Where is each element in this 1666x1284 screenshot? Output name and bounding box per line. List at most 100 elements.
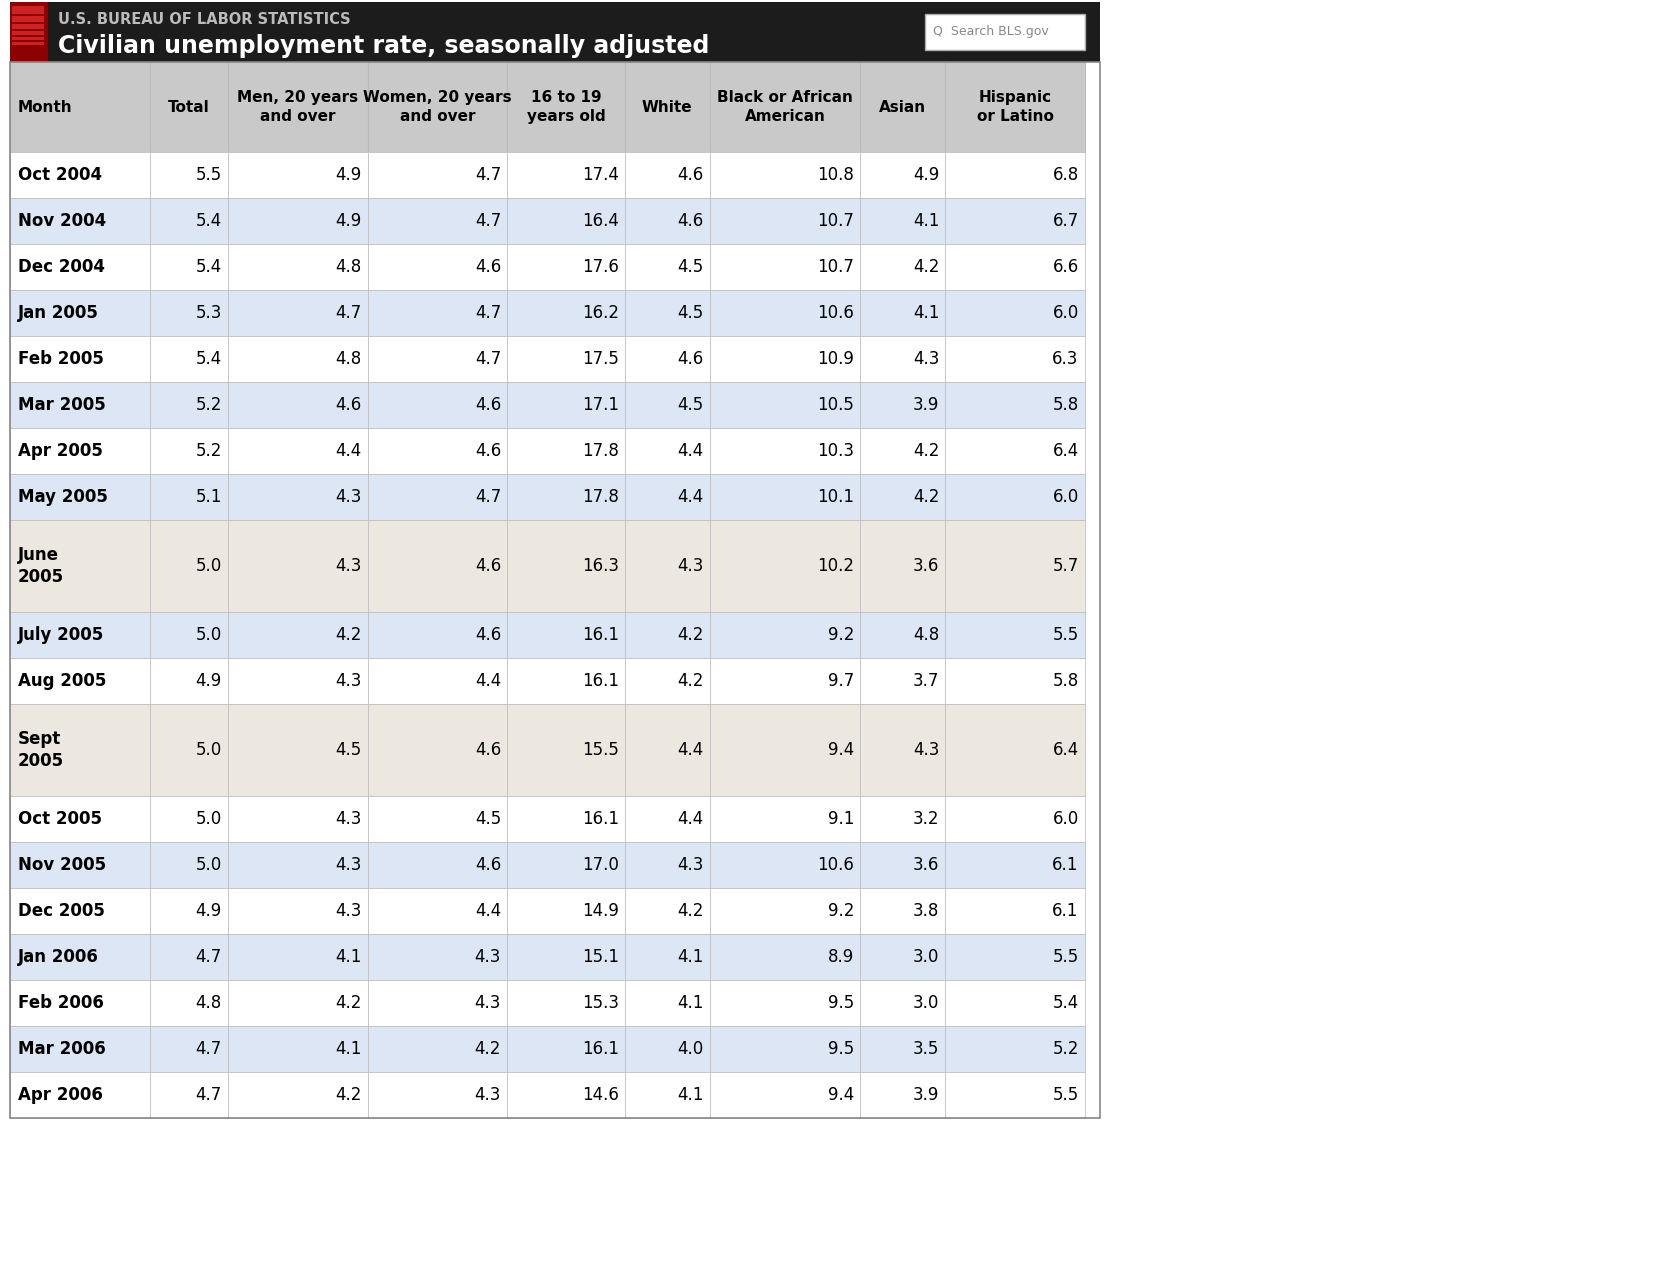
Text: 5.2: 5.2 (195, 442, 222, 460)
Bar (228, 889, 368, 933)
Text: July 2005: July 2005 (18, 627, 105, 645)
Bar (228, 842, 368, 889)
Text: 4.5: 4.5 (335, 741, 362, 759)
Text: 4.9: 4.9 (195, 672, 222, 690)
Text: 14.6: 14.6 (581, 1086, 618, 1104)
Text: 3.7: 3.7 (913, 672, 940, 690)
Text: 4.3: 4.3 (475, 1086, 501, 1104)
Bar (945, 520, 1085, 612)
Text: 6.4: 6.4 (1053, 442, 1080, 460)
Text: 4.6: 4.6 (475, 442, 501, 460)
Text: 10.8: 10.8 (818, 166, 855, 184)
Bar (228, 428, 368, 474)
Text: 5.4: 5.4 (195, 212, 222, 230)
Bar (860, 152, 945, 198)
Text: 4.7: 4.7 (335, 304, 362, 322)
Bar (710, 796, 860, 842)
Text: 4.9: 4.9 (913, 166, 940, 184)
Text: 3.0: 3.0 (913, 948, 940, 966)
Bar (228, 612, 368, 657)
Text: 9.1: 9.1 (828, 810, 855, 828)
Text: Aug 2005: Aug 2005 (18, 672, 107, 690)
Bar (12, 24, 43, 30)
Bar (945, 244, 1085, 290)
Bar (150, 1026, 228, 1072)
Bar (860, 244, 945, 290)
Bar (860, 383, 945, 428)
Text: 4.4: 4.4 (678, 442, 703, 460)
Text: Nov 2005: Nov 2005 (18, 856, 107, 874)
Bar (925, 14, 1085, 50)
Bar (945, 842, 1085, 889)
Bar (506, 842, 625, 889)
Text: 4.4: 4.4 (335, 442, 362, 460)
Text: 17.8: 17.8 (581, 488, 618, 506)
Bar (228, 290, 368, 336)
Bar (368, 1072, 506, 1118)
Text: 14.9: 14.9 (581, 901, 618, 921)
Bar (860, 933, 945, 980)
Text: 5.8: 5.8 (1053, 672, 1080, 690)
Bar (10, 244, 150, 290)
Bar (368, 474, 506, 520)
Bar (150, 1072, 228, 1118)
Text: 8.9: 8.9 (828, 948, 855, 966)
Text: 4.2: 4.2 (913, 488, 940, 506)
Bar (710, 889, 860, 933)
Bar (945, 428, 1085, 474)
Bar (710, 980, 860, 1026)
Bar (150, 933, 228, 980)
Bar (860, 842, 945, 889)
Bar (625, 889, 710, 933)
Text: 6.7: 6.7 (1053, 212, 1080, 230)
Bar (506, 336, 625, 383)
Bar (10, 383, 150, 428)
Bar (625, 980, 710, 1026)
Text: 4.7: 4.7 (475, 488, 501, 506)
Text: Apr 2006: Apr 2006 (18, 1086, 103, 1104)
Text: 4.0: 4.0 (678, 1040, 703, 1058)
Text: 4.3: 4.3 (335, 856, 362, 874)
Bar (368, 842, 506, 889)
Text: 4.9: 4.9 (335, 166, 362, 184)
Bar (710, 383, 860, 428)
Bar (10, 1026, 150, 1072)
Bar (10, 3, 48, 62)
Text: Feb 2006: Feb 2006 (18, 994, 103, 1012)
Text: 4.4: 4.4 (678, 810, 703, 828)
Text: 10.7: 10.7 (818, 212, 855, 230)
Bar (150, 520, 228, 612)
Text: 4.5: 4.5 (678, 395, 703, 413)
Text: 4.6: 4.6 (475, 741, 501, 759)
Text: Civilian unemployment rate, seasonally adjusted: Civilian unemployment rate, seasonally a… (58, 33, 710, 58)
Bar (860, 704, 945, 796)
Text: 10.1: 10.1 (818, 488, 855, 506)
Text: Q  Search BLS.gov: Q Search BLS.gov (933, 26, 1050, 39)
Bar (368, 704, 506, 796)
Bar (12, 6, 43, 14)
Bar (506, 474, 625, 520)
Bar (368, 198, 506, 244)
Text: 9.2: 9.2 (828, 627, 855, 645)
Text: 5.0: 5.0 (195, 627, 222, 645)
Text: Oct 2005: Oct 2005 (18, 810, 102, 828)
Text: 5.2: 5.2 (195, 395, 222, 413)
Text: 17.1: 17.1 (581, 395, 618, 413)
Text: 4.1: 4.1 (913, 304, 940, 322)
Bar (10, 520, 150, 612)
Bar (506, 383, 625, 428)
Bar (860, 889, 945, 933)
Bar (228, 1026, 368, 1072)
Bar (860, 336, 945, 383)
Bar (710, 198, 860, 244)
Text: 4.5: 4.5 (475, 810, 501, 828)
Bar (228, 62, 368, 152)
Text: 9.4: 9.4 (828, 741, 855, 759)
Text: 9.5: 9.5 (828, 994, 855, 1012)
Bar (506, 657, 625, 704)
Bar (625, 290, 710, 336)
Text: 4.1: 4.1 (335, 1040, 362, 1058)
Text: 4.7: 4.7 (475, 166, 501, 184)
Text: 4.3: 4.3 (475, 994, 501, 1012)
Bar (506, 520, 625, 612)
